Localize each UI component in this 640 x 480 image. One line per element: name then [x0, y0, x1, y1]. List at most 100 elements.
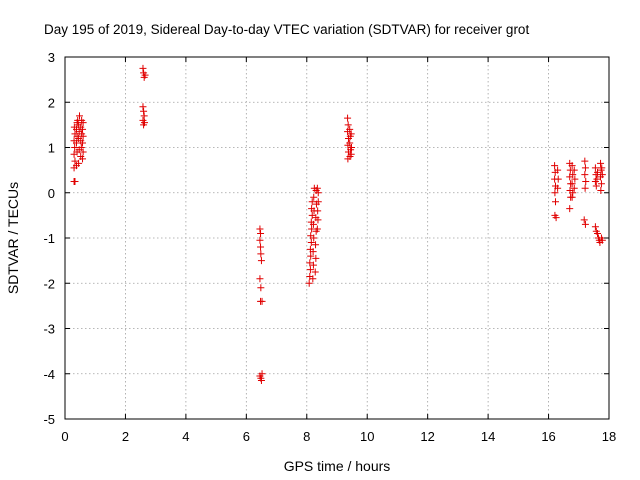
chart-title: Day 195 of 2019, Sidereal Day-to-day VTE… [44, 22, 529, 37]
x-tick-label: 0 [61, 429, 68, 444]
data-points [70, 64, 606, 385]
y-tick-label: -5 [43, 412, 55, 427]
data-point [581, 164, 589, 172]
data-point [311, 268, 319, 276]
y-tick-label: -4 [43, 367, 55, 382]
data-point [598, 236, 606, 244]
data-point [71, 157, 79, 165]
x-tick-label: 6 [243, 429, 250, 444]
data-point [257, 250, 265, 258]
data-point [314, 216, 322, 224]
data-point [257, 257, 265, 265]
data-point [346, 139, 354, 147]
data-point [257, 229, 265, 237]
x-tick-label: 8 [303, 429, 310, 444]
x-tick-label: 12 [420, 429, 434, 444]
data-point [75, 159, 83, 167]
y-tick-label: 0 [48, 186, 55, 201]
data-point [72, 139, 80, 147]
data-point [551, 162, 559, 170]
data-point [309, 261, 317, 269]
data-point [582, 177, 590, 185]
data-point [309, 248, 317, 256]
data-point [571, 175, 579, 183]
data-point [313, 184, 321, 192]
x-tick-label: 2 [122, 429, 129, 444]
data-point [256, 236, 264, 244]
data-point [347, 150, 355, 158]
data-point [257, 284, 265, 292]
data-point [140, 119, 148, 127]
data-point [139, 103, 147, 111]
data-point [581, 171, 589, 179]
data-point [593, 175, 601, 183]
data-point [551, 189, 559, 197]
data-point [79, 132, 87, 140]
data-point [552, 214, 560, 222]
data-point [76, 112, 84, 120]
grid-lines [65, 57, 609, 419]
data-point [309, 275, 317, 283]
data-point [313, 225, 321, 233]
data-point [598, 171, 606, 179]
data-point [79, 139, 87, 147]
data-point [312, 241, 320, 249]
data-point [306, 266, 314, 274]
y-tick-label: -2 [43, 276, 55, 291]
data-point [141, 71, 149, 79]
data-point [591, 164, 599, 172]
y-tick-label: -3 [43, 322, 55, 337]
data-point [581, 157, 589, 165]
data-point [570, 166, 578, 174]
data-point [79, 125, 87, 133]
data-point [140, 112, 148, 120]
plot-frame [64, 56, 610, 420]
x-tick-label: 16 [541, 429, 555, 444]
data-point [139, 64, 147, 72]
data-point [597, 186, 605, 194]
data-point [257, 377, 265, 385]
data-point [581, 220, 589, 228]
data-point [581, 184, 589, 192]
data-point [77, 144, 85, 151]
data-point [598, 164, 606, 172]
data-point [256, 275, 264, 283]
data-point [309, 220, 317, 228]
data-point [71, 177, 79, 185]
data-point [258, 370, 266, 378]
data-point [594, 168, 602, 176]
data-point [79, 148, 87, 156]
data-point [305, 279, 313, 287]
data-point [140, 107, 148, 115]
y-tick-label: -1 [43, 231, 55, 246]
x-tick-label: 4 [182, 429, 189, 444]
y-tick-label: 2 [48, 95, 55, 110]
data-point [256, 225, 264, 233]
data-point [566, 205, 574, 213]
x-tick-label: 14 [481, 429, 495, 444]
data-point [568, 180, 576, 188]
data-point [594, 229, 602, 237]
data-point [570, 184, 578, 192]
data-point [569, 171, 577, 179]
data-point [568, 193, 576, 201]
data-point [554, 175, 562, 183]
data-point [348, 144, 356, 151]
data-point [258, 297, 266, 305]
data-point [597, 159, 605, 167]
data-point [71, 144, 79, 151]
data-point [344, 114, 352, 122]
y-axis-label: SDTVAR / TECUs [5, 182, 21, 294]
data-point [257, 243, 265, 251]
data-point [554, 166, 562, 174]
data-point [346, 125, 354, 133]
data-point [310, 234, 318, 242]
data-point [79, 155, 87, 163]
data-point [552, 198, 560, 206]
data-point [307, 252, 315, 260]
data-point [314, 198, 322, 206]
data-point [308, 198, 316, 206]
data-point [568, 162, 576, 170]
data-point [314, 189, 322, 197]
